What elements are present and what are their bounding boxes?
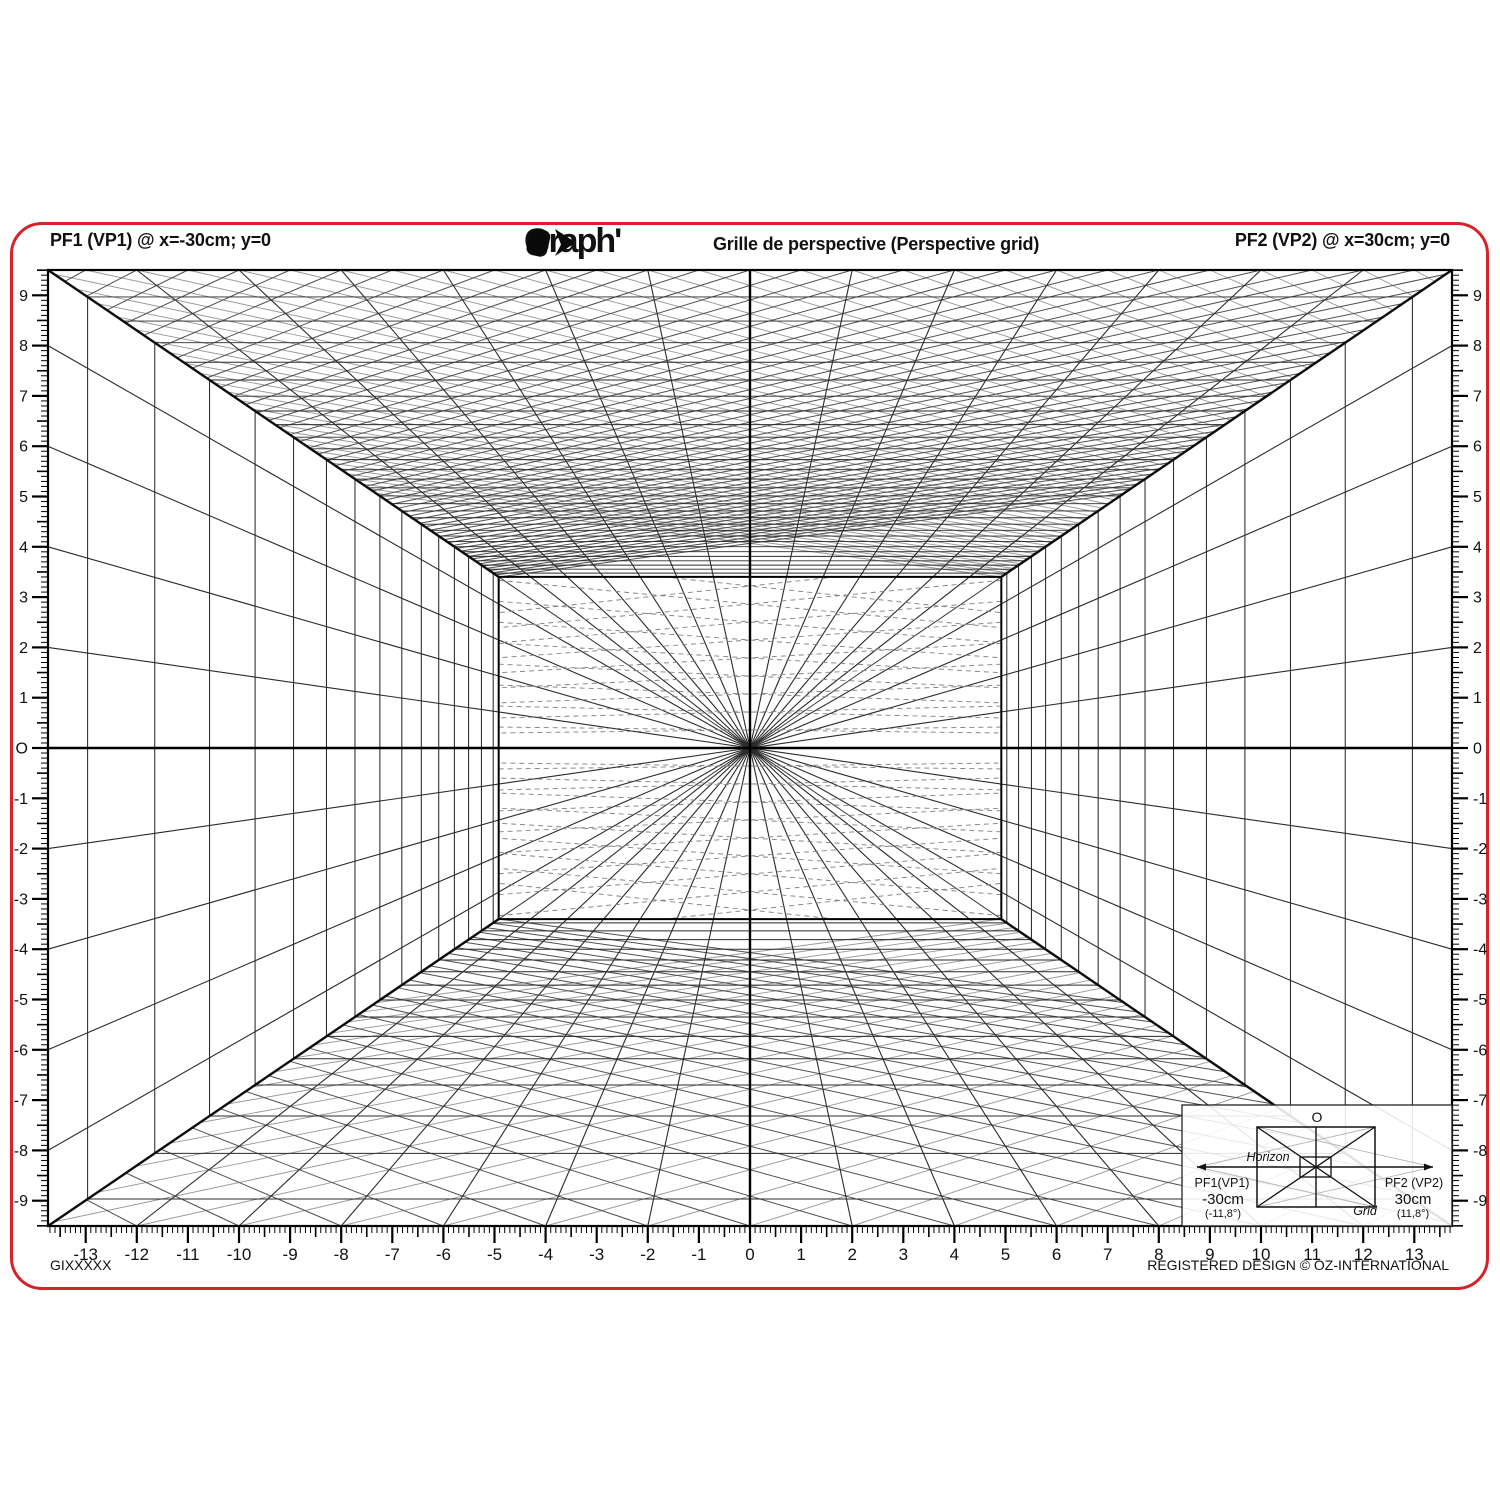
ruler-number: -13 [73,1245,98,1264]
ruler-number: -7 [385,1245,400,1264]
vanishing-rays [47,269,1453,1227]
ruler-number: -8 [1473,1143,1487,1160]
ruler-number: 3 [899,1245,908,1264]
ruler-number: -6 [14,1042,28,1059]
ruler-number: 3 [19,590,28,607]
rulers: -13 -12 -11 -10 -9 -8 -7 -6 -5 -4 -3 -2 -1 0 1 2 3 4 5 6 7 8 9… [14,269,1487,1264]
ruler-number: 4 [950,1245,959,1264]
pf1-header-label: PF1 (VP1) @ x=-30cm; y=0 [50,230,271,250]
ruler-number: -2 [1473,841,1487,858]
ruler-number: 6 [19,439,28,456]
sheet-red-border [10,222,1489,1290]
ruler-number: 9 [1205,1245,1214,1264]
registered-design-text: REGISTERED DESIGN © OZ-INTERNATIONAL [1147,1257,1449,1273]
ruler-number: -5 [487,1245,502,1264]
ruler-number: 12 [1354,1245,1373,1264]
ruler-number: -9 [283,1245,298,1264]
pf2-header-label: PF2 (VP2) @ x=30cm; y=0 [1234,230,1450,250]
ruler-number: 0 [1473,741,1482,758]
ruler-number: -9 [1473,1193,1487,1210]
ruler-number: -9 [14,1193,28,1210]
ruler-number: -1 [14,791,28,808]
ruler-number: -7 [14,1093,28,1110]
ruler-number: 13 [1405,1245,1424,1264]
ceiling-floor-diagonal-mesh [53,269,1447,1227]
ruler-number: -3 [14,891,28,908]
ruler-number: 8 [1154,1245,1163,1264]
ruler-number: 7 [1473,388,1482,405]
ruler-number: 3 [1473,590,1482,607]
ruler-number: -12 [125,1245,150,1264]
inset-pf1-name: PF1(VP1) [1194,1176,1250,1190]
graphit-logo: Graph' [524,224,622,258]
ruler-number: -6 [1473,1042,1487,1059]
ruler-number: 6 [1473,439,1482,456]
inset-pf2-name: PF2 (VP2) [1384,1176,1444,1190]
ruler-number: 7 [19,388,28,405]
inset-horizon-label: Horizon [1246,1150,1290,1164]
ruler-number: 8 [1473,338,1482,355]
ruler-number: -2 [14,841,28,858]
backwall-dashed-diagonals [498,576,1002,920]
ruler-number: -4 [538,1245,553,1264]
ruler-number: -1 [1473,791,1487,808]
inset-pf1-angle: (-11,8°) [1205,1208,1241,1220]
ruler-number: -6 [436,1245,451,1264]
ruler-number: 2 [1473,640,1482,657]
ruler-number: 1 [19,690,28,707]
ruler-number: 2 [847,1245,856,1264]
ruler-number: -3 [589,1245,604,1264]
ruler-number: 11 [1303,1245,1321,1264]
ruler-number: -4 [14,942,28,959]
inset-pf2-distance: 30cm [1394,1191,1432,1208]
sheet-subtitle: Grille de perspective (Perspective grid) [713,234,1040,254]
ruler-number: 5 [1473,489,1482,506]
inset-pf1-distance: -30cm [1202,1191,1244,1208]
ruler-number: -5 [14,992,28,1009]
ruler-number: 9 [1473,288,1482,305]
ruler-number: -4 [1473,942,1487,959]
ruler-number: -8 [334,1245,349,1264]
ruler-number: -8 [14,1143,28,1160]
ruler-number: 0 [745,1245,754,1264]
ruler-number: 10 [1252,1245,1271,1264]
ruler-number: 1 [796,1245,805,1264]
product-code: GIXXXXX [50,1257,112,1273]
ruler-number: 4 [19,539,28,556]
ruler-number: -1 [691,1245,706,1264]
ruler-number: O [16,741,28,758]
inset-diagram [1181,1104,1453,1227]
ruler-number: 8 [19,338,28,355]
ruler-number: -3 [1473,891,1487,908]
ruler-number: 6 [1052,1245,1061,1264]
ruler-number: -5 [1473,992,1487,1009]
inset-pf2-angle: (11,8°) [1396,1208,1430,1220]
inset-grid-label: Grid [1353,1204,1377,1218]
ruler-number: 2 [19,640,28,657]
ruler-number: 4 [1473,539,1482,556]
ruler-number: 5 [1001,1245,1010,1264]
ruler-number: 5 [19,489,28,506]
ruler-number: -10 [227,1245,252,1264]
inset-origin-label: O [1311,1109,1323,1125]
ruler-number: 9 [19,288,28,305]
ruler-number: -11 [176,1245,199,1264]
ruler-number: -7 [1473,1093,1487,1110]
marker-nib-icon [526,228,574,257]
ruler-number: -2 [640,1245,655,1264]
ruler-number: 1 [1473,690,1482,707]
ruler-number: 7 [1103,1245,1112,1264]
